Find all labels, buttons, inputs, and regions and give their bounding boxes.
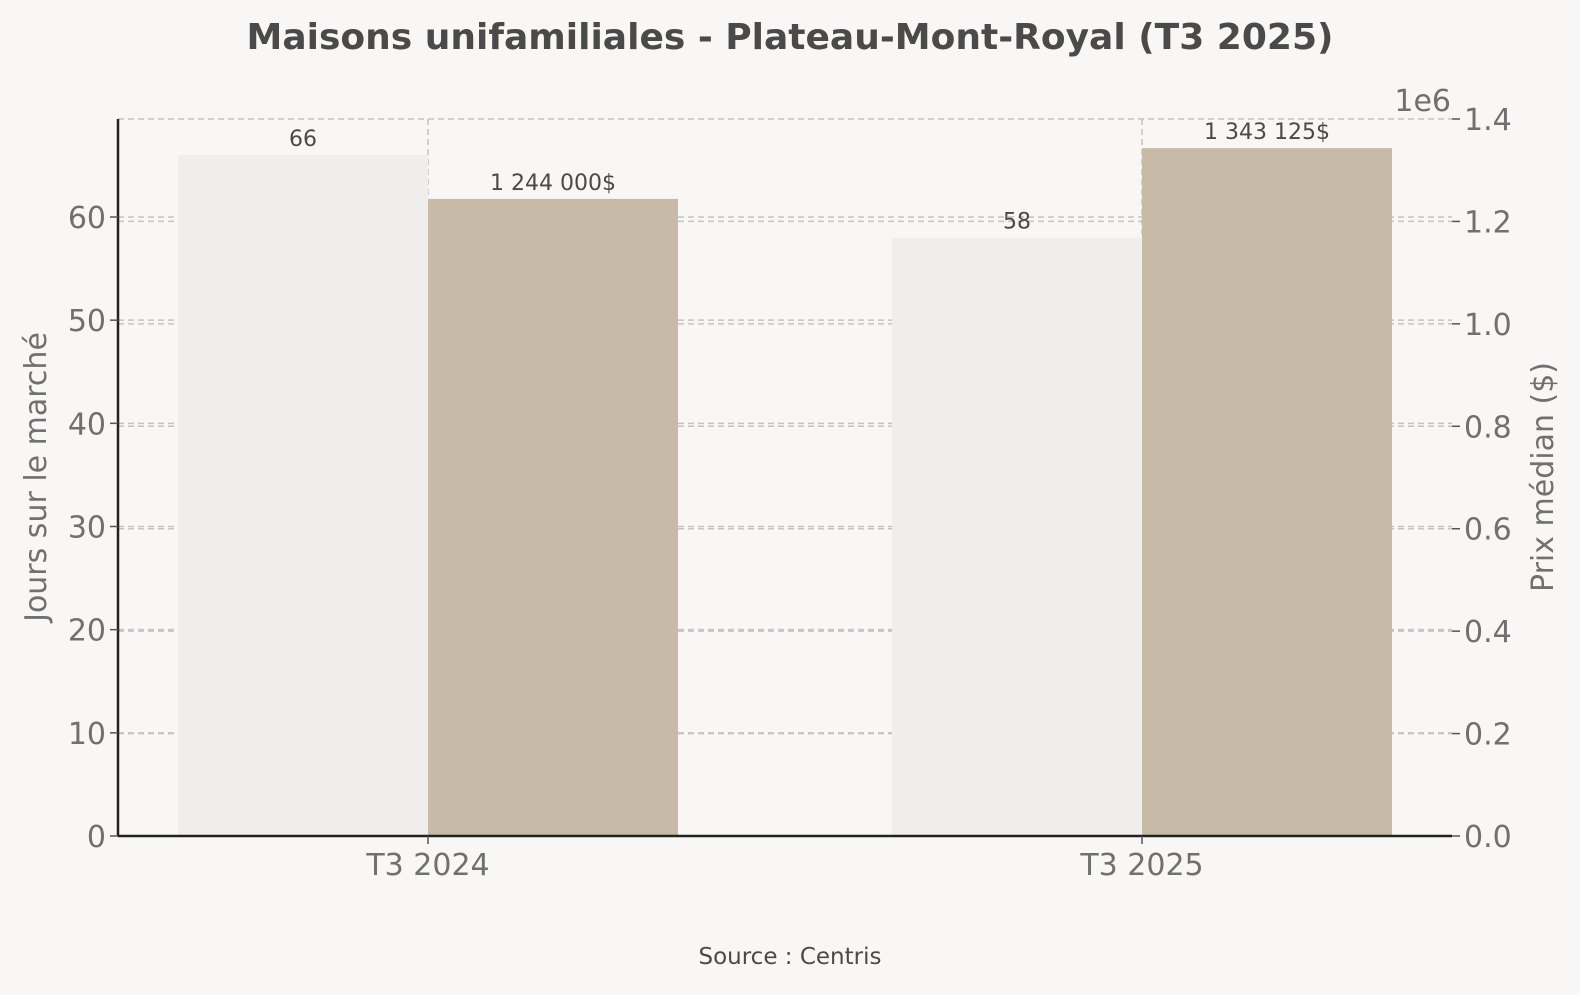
y-right-tick-label: 0.6 xyxy=(1464,513,1512,548)
bar-jours-2 xyxy=(892,237,1142,837)
y-left-tick-label: 50 xyxy=(68,304,106,339)
y-left-tick-label: 30 xyxy=(68,511,106,546)
y-right-offset-text: 1e6 xyxy=(1394,84,1451,119)
bar-label-prix-1: 1 244 000$ xyxy=(490,171,616,196)
y-left-tick-label: 0 xyxy=(87,820,106,855)
y-right-axis-label: Prix médian ($) xyxy=(1526,362,1561,592)
bar-jours-1 xyxy=(178,155,428,836)
y-right-tick-label: 1.2 xyxy=(1464,205,1512,240)
y-left-axis-label: Jours sur le marché xyxy=(19,332,54,624)
bar-prix-2 xyxy=(1142,148,1392,837)
y-right-tick-label: 0.2 xyxy=(1464,718,1512,753)
y-right-tick-label: 1.0 xyxy=(1464,308,1512,343)
y-right-tick-label: 1.4 xyxy=(1464,103,1512,138)
y-right-tick-label: 0.8 xyxy=(1464,410,1512,445)
y-right-tick-label: 0.0 xyxy=(1464,820,1512,855)
y-left-tick-label: 40 xyxy=(68,407,106,442)
bar-prix-1 xyxy=(428,198,678,836)
y-left-tick-label: 10 xyxy=(68,717,106,752)
x-tick-label: T3 2024 xyxy=(365,848,489,883)
bar-label-jours-2: 58 xyxy=(1003,210,1031,235)
x-tick-label: T3 2025 xyxy=(1079,848,1203,883)
bar-label-prix-2: 1 343 125$ xyxy=(1204,120,1330,145)
source-note: Source : Centris xyxy=(698,944,881,970)
y-left-tick-label: 60 xyxy=(68,201,106,236)
bars xyxy=(178,148,1392,837)
axes: 0 10 20 30 40 50 60 0.0 0.2 0.4 0.6 0.8 1.0 1.2 1.4 T3 … xyxy=(68,103,1512,883)
y-left-tick-label: 20 xyxy=(68,614,106,649)
chart-title: Maisons unifamiliales - Plateau-Mont-Roy… xyxy=(247,17,1334,58)
value-labels: 66 1 244 000$ 58 1 343 125$ xyxy=(289,120,1330,235)
bar-label-jours-1: 66 xyxy=(289,127,317,152)
y-right-tick-label: 0.4 xyxy=(1464,615,1512,650)
